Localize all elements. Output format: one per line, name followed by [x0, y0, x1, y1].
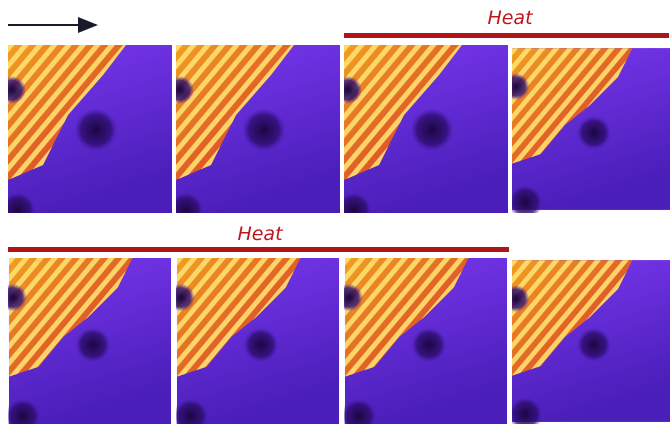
thermal-image: [0, 258, 171, 424]
thermal-image: [502, 260, 670, 424]
page: Heat Heat (() => { const data = JSON.par…: [0, 0, 670, 424]
heat-bar: [344, 33, 669, 38]
heat-label: Heat: [487, 7, 534, 29]
thermal-image: [502, 48, 670, 219]
heat-label: Heat: [237, 223, 284, 245]
thermal-image: [0, 45, 172, 228]
figure: Heat Heat: [0, 0, 670, 424]
thermal-image: [167, 258, 339, 424]
thermal-image: [334, 45, 508, 228]
thermal-image: [166, 45, 340, 228]
heat-bar: [8, 247, 509, 252]
thermal-image: [335, 258, 507, 424]
